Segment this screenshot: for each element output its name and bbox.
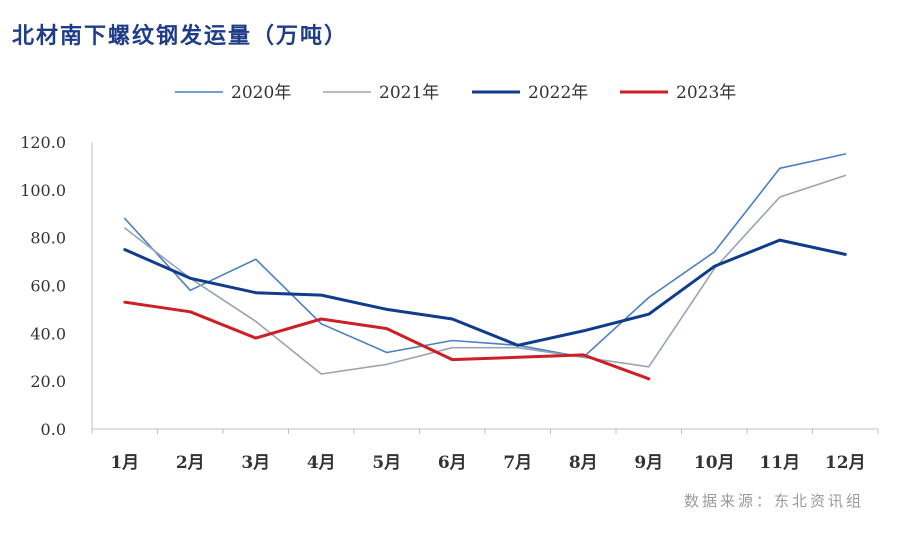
- x-tick-label: 9月: [634, 453, 663, 473]
- x-tick-label: 1月: [110, 453, 139, 473]
- y-tick-label: 0.0: [41, 420, 66, 439]
- legend-label: 2021年: [379, 83, 439, 103]
- x-tick-label: 10月: [694, 453, 735, 473]
- x-tick-label: 12月: [825, 453, 866, 473]
- x-tick-label: 4月: [307, 453, 336, 473]
- legend-label: 2023年: [676, 83, 736, 103]
- y-tick-label: 60.0: [30, 277, 66, 296]
- y-tick-label: 80.0: [30, 229, 66, 248]
- x-tick-label: 5月: [372, 453, 401, 473]
- y-tick-label: 100.0: [20, 181, 66, 200]
- data-source-note: 数据来源：东北资讯组: [683, 492, 864, 510]
- y-tick-label: 20.0: [30, 372, 66, 391]
- x-tick-label: 8月: [569, 453, 598, 473]
- y-tick-label: 120.0: [20, 133, 66, 152]
- series-line-2020年: [124, 153, 847, 359]
- x-tick-label: 7月: [503, 453, 532, 473]
- series-line-2023年: [123, 300, 651, 381]
- series-line-2022年: [123, 238, 847, 347]
- x-tick-label: 11月: [759, 453, 800, 473]
- x-tick-label: 6月: [438, 453, 467, 473]
- x-tick-label: 3月: [241, 453, 270, 473]
- legend-label: 2020年: [231, 83, 291, 103]
- y-tick-label: 40.0: [30, 324, 66, 343]
- legend-label: 2022年: [528, 83, 588, 103]
- chart-title: 北材南下螺纹钢发运量（万吨）: [12, 24, 349, 49]
- x-tick-label: 2月: [176, 453, 205, 473]
- series-line-2021年: [124, 174, 847, 375]
